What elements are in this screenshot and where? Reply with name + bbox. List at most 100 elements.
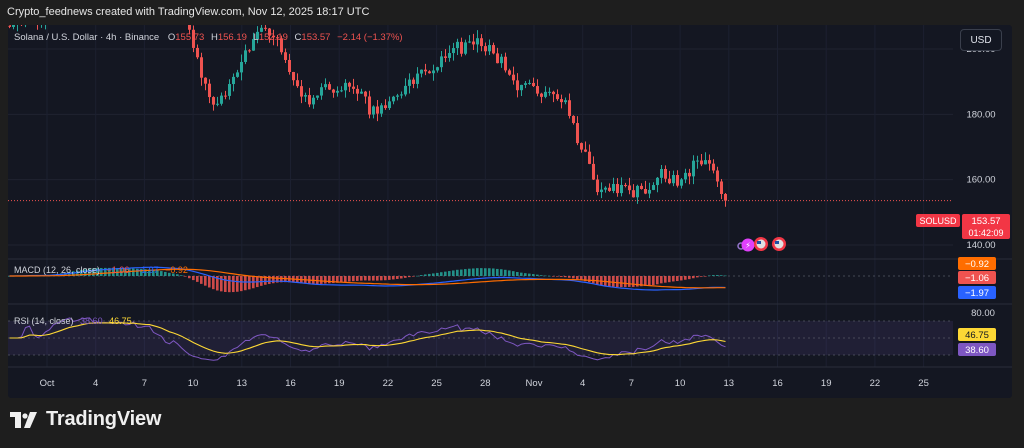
macd-line: [9, 266, 726, 291]
macd-hist-bar: [456, 269, 459, 276]
candle: [456, 41, 459, 49]
macd-hist-bar: [708, 275, 711, 277]
macd-hist-bar: [584, 276, 587, 282]
x-tick-label-3: 10: [188, 378, 199, 389]
candle: [672, 175, 675, 184]
x-tick-label-4: 13: [237, 378, 248, 389]
time-axis[interactable]: Oct 4 7 10 13 16 19 22 25 28 Nov 4 7 10 13 16 19 22 25: [40, 378, 929, 389]
chart-frame[interactable]: Solana / U.S. Dollar · 4h · Binance O155…: [8, 25, 1012, 398]
candle: [240, 61, 243, 73]
lightning-glyph: ⚡: [745, 241, 751, 250]
event-icons[interactable]: ⚡: [737, 237, 786, 252]
currency-button[interactable]: USD: [960, 29, 1002, 51]
candle: [528, 82, 531, 84]
candle: [276, 37, 279, 39]
macd-hist-bar: [692, 276, 695, 279]
candle: [188, 25, 191, 30]
candle: [200, 57, 203, 78]
candle: [452, 48, 455, 54]
x-tick-label-16: 19: [821, 378, 832, 389]
macd-hist-bar: [404, 276, 407, 278]
candle: [720, 181, 723, 194]
candle: [348, 82, 351, 87]
macd-hist-bar: [260, 276, 263, 286]
macd-hist-bar: [428, 273, 431, 276]
macd-hist-bar: [484, 268, 487, 276]
candle: [648, 189, 651, 194]
macd-hist-bar: [684, 276, 687, 280]
candle: [244, 50, 247, 62]
macd-hist-bar: [200, 276, 203, 284]
candle: [376, 106, 379, 114]
candle: [440, 56, 443, 68]
candle: [492, 45, 495, 54]
candle: [540, 93, 543, 97]
candle: [328, 84, 331, 90]
macd-hist-bar: [640, 276, 643, 287]
macd-hist-bar: [452, 270, 455, 276]
macd-hist-bar: [8, 276, 11, 277]
macd-hist-bar: [100, 267, 103, 276]
candle: [300, 86, 303, 97]
candle: [204, 77, 207, 84]
macd-hist-bar: [488, 268, 491, 276]
macd-hist-bar: [720, 275, 723, 276]
macd-pane[interactable]: MACD (12, 26, close) −1.06 −1.97 −0.92 −…: [8, 257, 996, 299]
rsi-pane[interactable]: RSI (14, close) 38.60 46.75 80.00 46.75 …: [8, 308, 996, 361]
chart-attribution: Crypto_feednews created with TradingView…: [7, 6, 370, 18]
candle: [224, 95, 227, 97]
macd-hist-bar: [632, 276, 635, 287]
candle: [580, 143, 583, 150]
candle: [8, 25, 11, 27]
macd-hist-bar: [500, 269, 503, 276]
macd-hist-bar: [160, 271, 163, 276]
macd-hist-bar: [112, 267, 115, 276]
candle: [264, 27, 267, 29]
macd-hist-bar: [704, 276, 707, 277]
x-tick-label-14: 13: [724, 378, 735, 389]
candle: [716, 170, 719, 182]
footer: TradingView: [10, 408, 161, 431]
macd-hist-bar: [248, 276, 251, 290]
price-tag-countdown: 01:42:09: [968, 228, 1003, 238]
macd-hist-bar: [192, 276, 195, 281]
macd-hist-bar: [544, 275, 547, 277]
macd-hist-bar: [168, 272, 171, 276]
macd-legend: MACD (12, 26, close) −1.06 −1.97 −0.92: [14, 265, 188, 275]
macd-hist-bar: [620, 276, 623, 288]
candle: [636, 185, 639, 198]
x-tick-label-15: 16: [772, 378, 783, 389]
candle: [548, 91, 551, 93]
x-tick-label-10: Nov: [526, 378, 543, 389]
rsi-legend: RSI (14, close) 38.60 46.75: [14, 316, 132, 326]
macd-hist-bar: [448, 271, 451, 276]
candle: [444, 56, 447, 58]
candle: [420, 69, 423, 74]
macd-hist-bar: [164, 271, 167, 276]
candle: [208, 83, 211, 98]
macd-hist-bar: [88, 268, 91, 276]
candle: [216, 103, 219, 105]
macd-hist-bar: [588, 276, 591, 283]
candlestick-chart[interactable]: Solana / U.S. Dollar · 4h · Binance O155…: [8, 25, 1012, 398]
candle: [520, 84, 523, 91]
macd-hist-tag: −1.06: [965, 273, 989, 284]
macd-hist-bar: [148, 269, 151, 276]
x-tick-label-13: 10: [675, 378, 686, 389]
candle: [312, 97, 315, 105]
macd-hist-bar: [152, 269, 155, 276]
chart-grid: [8, 25, 953, 367]
y-tick-label-4: 140.00: [966, 240, 995, 251]
macd-hist-bar: [72, 271, 75, 276]
macd-hist-bar: [716, 275, 719, 276]
candle: [552, 91, 555, 95]
macd-hist-bar: [552, 276, 555, 277]
macd-hist-bar: [464, 269, 467, 276]
macd-hist-bar: [564, 276, 567, 278]
macd-hist-bar: [540, 275, 543, 276]
y-tick-label-2: 180.00: [966, 109, 995, 120]
macd-hist-bar: [420, 275, 423, 276]
candle: [480, 38, 483, 47]
candle: [460, 41, 463, 54]
candle: [704, 160, 707, 165]
